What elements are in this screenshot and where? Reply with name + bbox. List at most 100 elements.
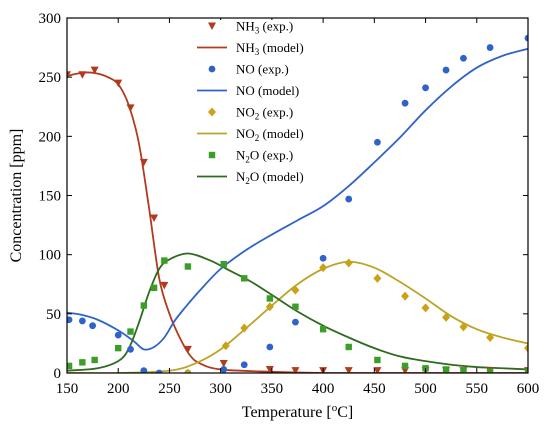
- no2-exp-point: [373, 273, 382, 283]
- legend-subscript: 2: [245, 155, 250, 165]
- legend-subscript: 2: [245, 176, 250, 186]
- legend-species: NO: [236, 83, 255, 98]
- no-exp-point: [319, 254, 327, 262]
- legend-box: [188, 20, 318, 196]
- n2o-exp-point: [150, 284, 158, 291]
- nh3-exp-point: [373, 367, 382, 373]
- x-tick-label: 400: [312, 381, 335, 397]
- legend-suffix: (exp.): [255, 62, 289, 77]
- y-tick-label: 150: [39, 189, 62, 205]
- legend-item-n2o-exp: N2O (exp.): [208, 148, 293, 165]
- legend-label: NO (model): [236, 83, 299, 98]
- legend-subscript: 2: [255, 112, 260, 122]
- legend-subscript: 2: [255, 133, 260, 143]
- legend-label: N2O (model): [236, 169, 304, 186]
- no2-exp-point: [240, 323, 249, 333]
- n2o-exp-point: [442, 366, 450, 373]
- x-axis-title-sup: o: [332, 402, 338, 414]
- n2o-exp-point: [220, 260, 227, 268]
- no-exp-point: [401, 99, 409, 107]
- no-exp-point: [374, 138, 381, 146]
- legend-label: NH3 (exp.): [236, 19, 293, 36]
- legend-suffix: (model): [255, 83, 299, 98]
- n2o-exp-point: [161, 257, 168, 264]
- legend-suffix: (model): [259, 126, 303, 141]
- n2o-exp-point: [140, 302, 148, 309]
- no2-exp-point: [291, 285, 300, 295]
- legend-label: NO (exp.): [236, 62, 289, 77]
- nh3-exp-point: [183, 345, 192, 354]
- nh3-exp-point: [291, 367, 300, 373]
- n2o-exp-point: [292, 303, 299, 310]
- n2o-exp-point: [345, 343, 352, 351]
- legend-item-no2-model: NO2 (model): [197, 126, 304, 143]
- no-exp-point: [422, 84, 429, 92]
- legend-item-nh3-model: NH3 (model): [197, 40, 304, 57]
- nh3-exp-point: [90, 66, 99, 75]
- no2-exp-point: [524, 343, 528, 353]
- no-exp-point: [220, 366, 228, 373]
- x-axis-title-text: Temperature [: [242, 404, 332, 421]
- legend-species: NO: [236, 126, 255, 141]
- x-axis-title-unit: C]: [337, 404, 353, 421]
- no2-model-line: [67, 260, 528, 373]
- no2-exp-point: [183, 368, 192, 373]
- x-tick-label: 150: [56, 381, 79, 397]
- n2o-model-line: [67, 252, 528, 372]
- legend-suffix: O (model): [250, 169, 304, 184]
- y-tick-label: 100: [39, 248, 62, 264]
- no-exp-point: [89, 322, 97, 330]
- n2o-exp-point: [79, 359, 86, 366]
- nh3-exp-point: [114, 79, 123, 88]
- y-tick-label: 50: [46, 307, 61, 323]
- no-exp-point: [292, 318, 299, 326]
- legend-species: N: [236, 148, 246, 163]
- no-exp-point: [155, 369, 163, 373]
- no-exp-point: [524, 34, 528, 42]
- n2o-exp-point: [127, 328, 134, 335]
- y-tick-label: 250: [39, 70, 62, 86]
- x-tick-label: 500: [414, 381, 437, 397]
- no-exp-point: [486, 44, 494, 51]
- legend-label: NO2 (exp.): [236, 105, 293, 122]
- n2o-exp-point: [401, 362, 409, 370]
- legend-species: N: [236, 169, 246, 184]
- nh3-exp-point: [265, 365, 274, 373]
- legend-species: NO: [236, 105, 255, 120]
- legend-item-no-model: NO (model): [197, 83, 299, 98]
- y-tick-label: 200: [39, 129, 62, 145]
- no2-exp-point: [442, 312, 451, 322]
- x-tick-label: 350: [261, 381, 284, 397]
- legend-item-no-exp: NO (exp.): [208, 62, 289, 77]
- nh3-exp-point: [219, 360, 228, 368]
- x-tick-label: 300: [209, 381, 232, 397]
- no-exp-point: [140, 367, 148, 373]
- no-exp-point: [114, 331, 122, 339]
- legend-suffix: (model): [259, 40, 303, 55]
- n2o-exp-point: [319, 326, 327, 333]
- legend-label: NH3 (model): [236, 40, 304, 57]
- x-tick-label: 550: [466, 381, 489, 397]
- nh3-exp-point: [139, 158, 148, 167]
- no-exp-point: [67, 316, 73, 324]
- n2o-exp-point: [241, 275, 248, 282]
- no-exp-point: [442, 66, 450, 74]
- legend-item-n2o-model: N2O (model): [197, 169, 304, 186]
- legend: NH3 (exp.)NH3 (model)NO (exp.)NO (model)…: [188, 19, 318, 196]
- nh3-exp-point: [126, 104, 135, 112]
- n2o-exp-point: [115, 344, 122, 352]
- x-tick-label: 450: [363, 381, 386, 397]
- x-tick-label: 600: [517, 381, 540, 397]
- no2-exp-point: [319, 263, 328, 273]
- n2o-exp-point: [184, 263, 192, 270]
- legend-swatch-marker: [208, 22, 216, 30]
- nh3-exp-point: [344, 367, 353, 373]
- legend-item-no2-exp: NO2 (exp.): [208, 105, 293, 122]
- legend-species: NH: [236, 19, 255, 34]
- x-tick-label: 200: [107, 381, 130, 397]
- no2-exp-points: [183, 258, 528, 373]
- plot-content: [67, 34, 528, 373]
- x-tick-label: 250: [158, 381, 181, 397]
- legend-suffix: (exp.): [259, 105, 293, 120]
